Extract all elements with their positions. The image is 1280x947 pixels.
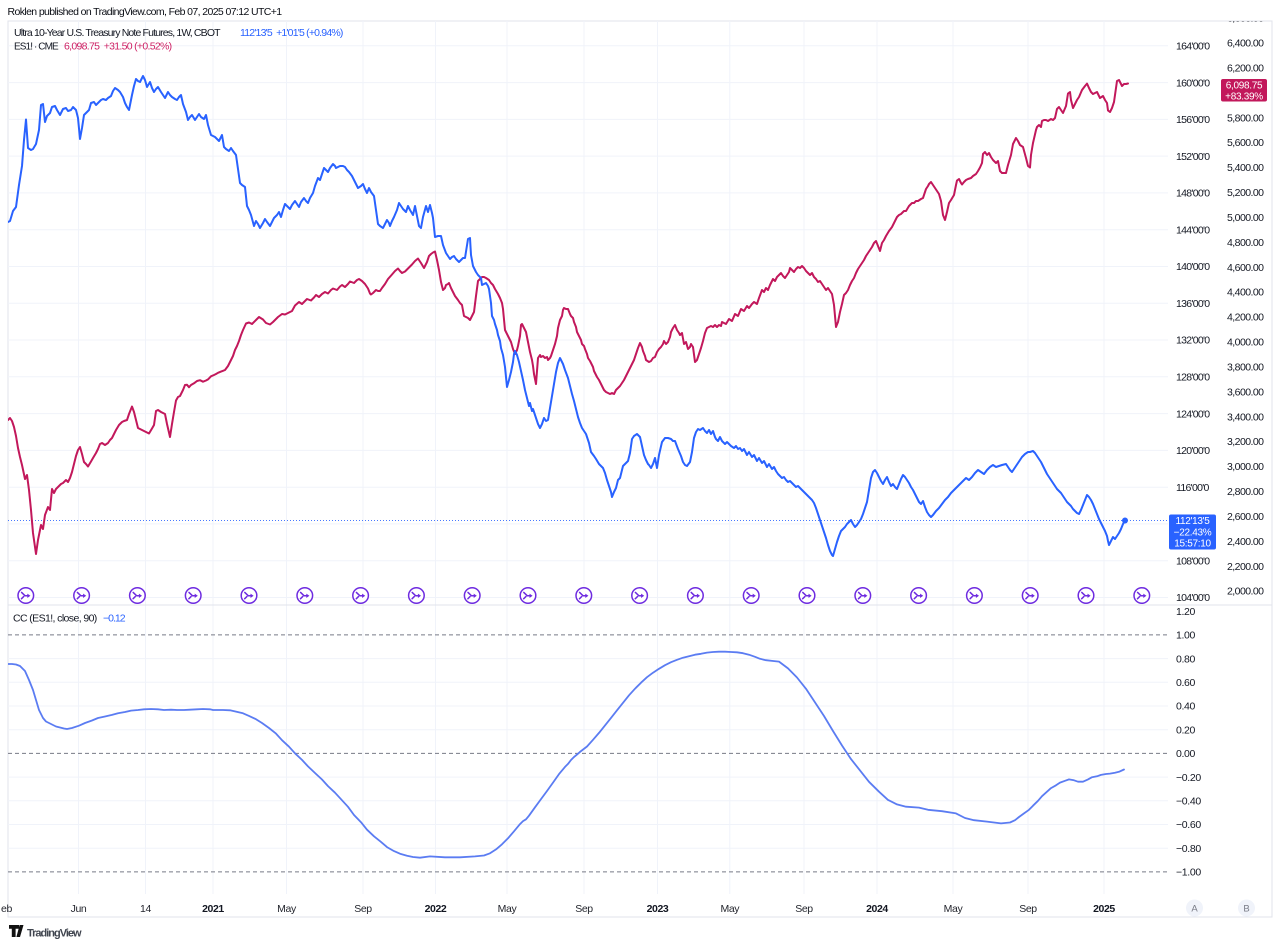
svg-text:112'13'5: 112'13'5 [1175, 516, 1210, 527]
svg-text:ES1! · CME: ES1! · CME [14, 41, 59, 52]
svg-text:0.80: 0.80 [1176, 653, 1196, 665]
svg-text:144'00'0: 144'00'0 [1176, 224, 1210, 236]
svg-text:2,400.00: 2,400.00 [1227, 536, 1264, 548]
svg-text:148'00'0: 148'00'0 [1176, 188, 1210, 200]
svg-text:Sep: Sep [1019, 903, 1037, 915]
svg-text:2,200.00: 2,200.00 [1227, 561, 1264, 573]
svg-text:2023: 2023 [647, 903, 669, 915]
svg-text:6,400.00: 6,400.00 [1227, 38, 1264, 50]
svg-text:3,600.00: 3,600.00 [1227, 386, 1264, 398]
svg-text:−0.12: −0.12 [103, 613, 126, 625]
svg-text:116'00'0: 116'00'0 [1176, 482, 1210, 494]
svg-text:5,400.00: 5,400.00 [1227, 162, 1264, 174]
svg-text:3,800.00: 3,800.00 [1227, 362, 1264, 374]
svg-text:4,800.00: 4,800.00 [1227, 237, 1264, 249]
svg-text:1.00: 1.00 [1176, 630, 1196, 642]
svg-text:4,200.00: 4,200.00 [1227, 312, 1264, 324]
svg-text:A: A [1191, 904, 1198, 915]
svg-text:120'00'0: 120'00'0 [1176, 445, 1210, 457]
svg-text:Roklen published on TradingVie: Roklen published on TradingView.com, Feb… [8, 6, 283, 18]
svg-text:2025: 2025 [1093, 903, 1115, 915]
svg-text:May: May [277, 903, 297, 915]
svg-text:4,600.00: 4,600.00 [1227, 262, 1264, 274]
svg-text:5,800.00: 5,800.00 [1227, 112, 1264, 124]
svg-text:124'00'0: 124'00'0 [1176, 408, 1210, 420]
svg-text:0.60: 0.60 [1176, 677, 1196, 689]
svg-text:4,400.00: 4,400.00 [1227, 287, 1264, 299]
svg-text:Ultra 10-Year U.S. Treasury No: Ultra 10-Year U.S. Treasury Note Futures… [14, 27, 221, 39]
svg-text:3,000.00: 3,000.00 [1227, 461, 1264, 473]
svg-text:eb: eb [1, 903, 12, 915]
svg-text:132'00'0: 132'00'0 [1176, 335, 1210, 347]
svg-text:160'00'0: 160'00'0 [1176, 77, 1210, 89]
svg-text:0.20: 0.20 [1176, 724, 1196, 736]
svg-text:104'00'0: 104'00'0 [1176, 592, 1210, 604]
svg-text:3,200.00: 3,200.00 [1227, 436, 1264, 448]
svg-text:2,000.00: 2,000.00 [1227, 586, 1264, 598]
svg-text:May: May [944, 903, 964, 915]
svg-text:−0.80: −0.80 [1176, 843, 1201, 855]
svg-text:5,200.00: 5,200.00 [1227, 187, 1264, 199]
svg-text:+83.39%: +83.39% [1225, 91, 1263, 102]
svg-text:112'13'5 +1'01'5 (+0.94%): 112'13'5 +1'01'5 (+0.94%) [240, 27, 343, 39]
svg-text:Sep: Sep [575, 903, 593, 915]
svg-text:3,400.00: 3,400.00 [1227, 411, 1264, 423]
svg-text:140'00'0: 140'00'0 [1176, 261, 1210, 273]
svg-text:156'00'0: 156'00'0 [1176, 114, 1210, 126]
svg-text:Sep: Sep [795, 903, 813, 915]
svg-text:May: May [498, 903, 518, 915]
svg-text:2022: 2022 [425, 903, 447, 915]
svg-text:2024: 2024 [866, 903, 888, 915]
svg-text:4,000.00: 4,000.00 [1227, 337, 1264, 349]
svg-text:152'00'0: 152'00'0 [1176, 151, 1210, 163]
svg-text:5,000.00: 5,000.00 [1227, 212, 1264, 224]
svg-text:−1.00: −1.00 [1176, 867, 1201, 879]
svg-text:15:57:10: 15:57:10 [1174, 539, 1211, 550]
svg-text:108'00'0: 108'00'0 [1176, 555, 1210, 567]
svg-text:−0.40: −0.40 [1176, 796, 1201, 808]
svg-text:−0.20: −0.20 [1176, 772, 1201, 784]
svg-text:136'00'0: 136'00'0 [1176, 298, 1210, 310]
svg-text:2,800.00: 2,800.00 [1227, 486, 1264, 498]
svg-text:6,600.00: 6,600.00 [1227, 13, 1264, 25]
svg-text:CC (ES1!, close, 90): CC (ES1!, close, 90) [13, 613, 97, 625]
svg-text:2,600.00: 2,600.00 [1227, 511, 1264, 523]
svg-text:2021: 2021 [202, 903, 224, 915]
svg-text:6,200.00: 6,200.00 [1227, 62, 1264, 74]
svg-text:−0.60: −0.60 [1176, 819, 1201, 831]
svg-text:Jun: Jun [71, 903, 87, 915]
svg-text:6,098.75: 6,098.75 [1226, 80, 1263, 91]
svg-text:−22.43%: −22.43% [1174, 527, 1212, 538]
svg-text:TradingView: TradingView [27, 927, 82, 939]
svg-text:6,098.75 +31.50 (+0.52%): 6,098.75 +31.50 (+0.52%) [64, 40, 172, 52]
svg-text:Sep: Sep [354, 903, 372, 915]
svg-text:0.40: 0.40 [1176, 701, 1196, 713]
svg-text:0.00: 0.00 [1176, 748, 1196, 760]
svg-text:B: B [1243, 904, 1249, 915]
svg-text:1.20: 1.20 [1176, 606, 1196, 618]
svg-text:164'00'0: 164'00'0 [1176, 41, 1210, 53]
svg-text:128'00'0: 128'00'0 [1176, 372, 1210, 384]
svg-text:5,600.00: 5,600.00 [1227, 137, 1264, 149]
svg-text:May: May [720, 903, 740, 915]
svg-text:14: 14 [140, 903, 151, 915]
